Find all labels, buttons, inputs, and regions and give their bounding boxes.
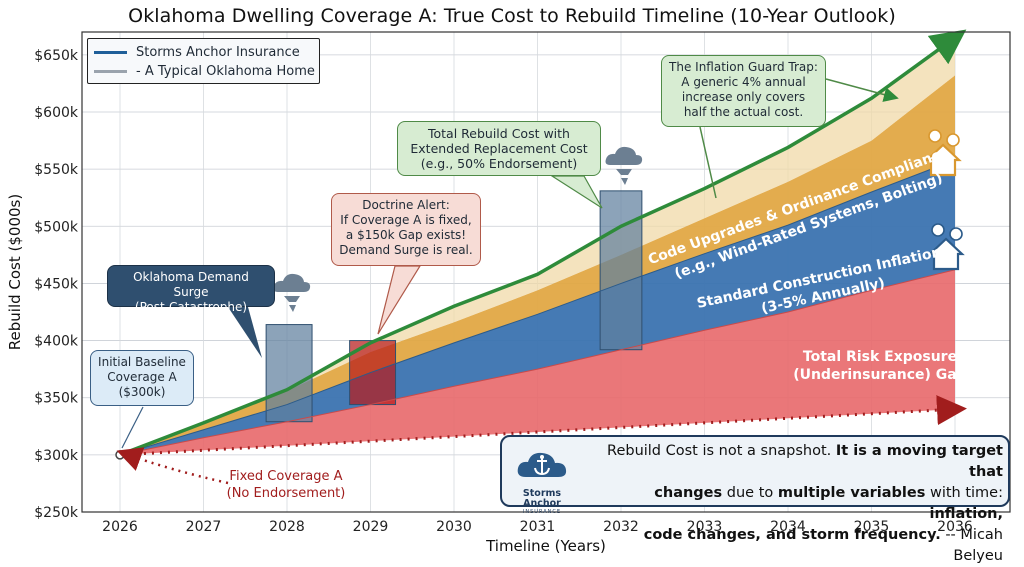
dollar-coin-icon	[928, 129, 942, 143]
logo-tagline: INSURANCE	[522, 509, 562, 515]
line-total-rebuild	[119, 29, 967, 457]
quote-part: with time:	[925, 485, 1003, 501]
y-tick-label: $650k	[34, 48, 79, 64]
x-tick-label: 2031	[520, 519, 556, 535]
surge-bar	[265, 324, 313, 423]
quote-text: Rebuild Cost is not a snapshot. It is a …	[593, 441, 1003, 567]
quote-part: due to	[722, 485, 778, 501]
quote-author: -- Micah Belyeu	[940, 527, 1003, 564]
fixed-coverage-pointer	[116, 447, 229, 485]
y-tick-label: $550k	[34, 162, 79, 178]
storm-cloud-icon	[605, 146, 643, 165]
line-risk-gap	[119, 269, 956, 456]
cloud-anchor-icon	[517, 452, 567, 477]
legend-swatch	[94, 50, 127, 54]
doctrine-pointer	[377, 265, 422, 335]
dollar-coin-icon	[949, 227, 963, 241]
code-upgrade-icon	[924, 129, 962, 177]
quote-box: Storms Anchor INSURANCE Rebuild Cost is …	[500, 435, 1010, 564]
quote-part: inflation,	[929, 506, 1003, 522]
legend-item-storms-anchor: Storms Anchor Insurance	[94, 43, 300, 61]
quote-part: It is a moving target that	[835, 443, 1003, 480]
house-icon	[924, 143, 962, 177]
extended-pointer	[549, 175, 603, 209]
chart-title: Oklahoma Dwelling Coverage A: True Cost …	[128, 5, 896, 27]
quote-part: multiple variables	[777, 485, 926, 501]
storms-anchor-logo: Storms Anchor INSURANCE	[512, 447, 572, 515]
x-tick-label: 2036	[937, 519, 973, 535]
inflation-guard-pointer	[825, 78, 899, 102]
baseline-point	[115, 450, 125, 460]
x-tick-label: 2033	[687, 519, 723, 535]
storm-cloud-icon	[273, 273, 311, 292]
band-label-gap: (Underinsurance) Gap	[793, 367, 967, 383]
baseline-pointer	[121, 406, 144, 449]
x-axis-label: Timeline (Years)	[485, 537, 606, 555]
legend-swatch	[94, 69, 127, 73]
surge-pointer	[228, 307, 262, 358]
tornado-icon	[284, 296, 300, 312]
callout-demand-surge: Oklahoma Demand Surge (Post-Catastrophe)	[107, 265, 275, 314]
y-axis-label: Rebuild Cost ($000s)	[6, 194, 24, 350]
x-tick-label: 2032	[603, 519, 639, 535]
area-construction-inflation	[120, 160, 955, 455]
line-construction-inflation	[119, 159, 956, 456]
storm-icon	[605, 146, 643, 185]
callout-baseline: Initial Baseline Coverage A ($300k)	[90, 350, 194, 406]
callout-inflation-guard: The Inflation Guard Trap: A generic 4% a…	[661, 55, 826, 127]
x-tick-label: 2028	[269, 519, 305, 535]
logo-name: Storms Anchor	[522, 488, 562, 509]
axes: $250k $300k $350k $400k $450k $500k $550k $600k…	[6, 31, 1011, 555]
legend-label: Storms Anchor Insurance	[136, 44, 300, 60]
x-tick-label: 2026	[102, 519, 138, 535]
quote-part: Rebuild Cost is not a snapshot.	[607, 443, 836, 459]
y-tick-label: $250k	[34, 505, 79, 521]
legend-label: - A Typical Oklahoma Home	[136, 63, 315, 79]
legend-item-typical-home: - A Typical Oklahoma Home	[94, 62, 315, 80]
storm-icon	[273, 273, 311, 312]
series-areas	[120, 37, 955, 455]
surge-bar	[599, 190, 643, 351]
dollar-coin-icon	[946, 133, 960, 147]
surge-bars	[265, 190, 643, 423]
tornado-icon	[616, 169, 632, 185]
callout-doctrine-alert: Doctrine Alert: If Coverage A is fixed, …	[331, 193, 481, 266]
y-tick-label: $450k	[34, 276, 79, 292]
band-label-gap: Total Risk Exposure	[803, 349, 957, 365]
quote-part: code changes, and storm frequency.	[643, 527, 941, 543]
y-tick-label: $400k	[34, 334, 79, 350]
series-lines	[115, 29, 967, 485]
house-icon	[927, 237, 965, 271]
y-tick-label: $600k	[34, 105, 79, 121]
dollar-coin-icon	[931, 223, 945, 237]
inflation-icon	[927, 223, 965, 271]
x-tick-label: 2035	[854, 519, 890, 535]
x-tick-label: 2029	[353, 519, 389, 535]
x-tick-label: 2034	[770, 519, 806, 535]
legend: Storms Anchor Insurance - A Typical Okla…	[87, 38, 320, 84]
line-fixed-coverage	[119, 395, 967, 457]
area-risk-gap	[120, 269, 955, 455]
quote-part: changes	[654, 485, 723, 501]
label-fixed-coverage: Fixed Coverage A (No Endorsement)	[226, 469, 346, 501]
plot-frame	[81, 31, 1011, 513]
y-tick-label: $300k	[34, 448, 79, 464]
inflation-guard-pointer	[699, 126, 717, 199]
x-tick-label: 2030	[436, 519, 472, 535]
y-tick-label: $500k	[34, 219, 79, 235]
callout-extended-replacement: Total Rebuild Cost with Extended Replace…	[397, 121, 601, 176]
x-tick-label: 2027	[186, 519, 222, 535]
y-tick-label: $350k	[34, 391, 79, 407]
